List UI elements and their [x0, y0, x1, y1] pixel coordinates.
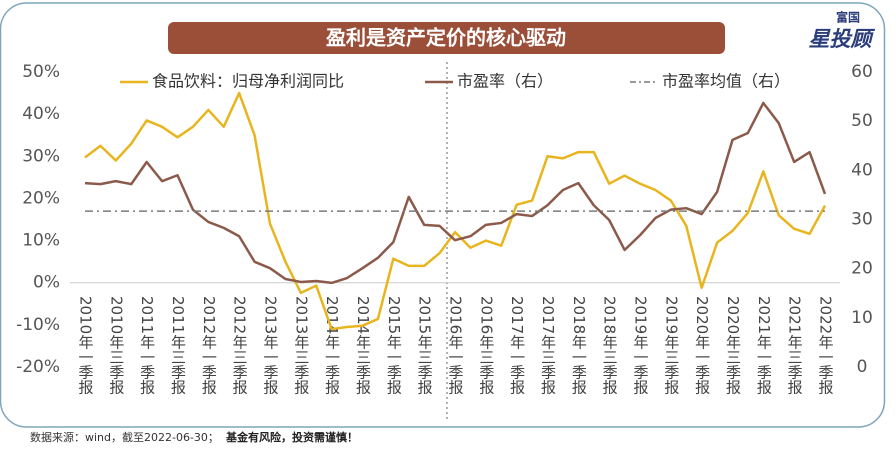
source: 数据来源：wind，截至2022-06-30； — [30, 430, 219, 444]
y2-tick-label: 60 — [851, 62, 873, 82]
y-tick-label: 10% — [22, 231, 60, 251]
y2-tick-label: 10 — [851, 308, 873, 328]
x-tick-label: 2017年一季报 — [508, 296, 526, 395]
x-tick-label: 2015年三季报 — [416, 296, 434, 395]
x-tick-label: 2017年三季报 — [539, 296, 557, 395]
y2-tick-label: 20 — [851, 259, 873, 279]
x-tick-label: 2015年一季报 — [385, 296, 403, 395]
x-tick-label: 2010年一季报 — [77, 296, 95, 395]
x-tick-label: 2020年一季报 — [693, 296, 711, 395]
legend-label: 市盈率均值（右） — [662, 72, 790, 91]
x-tick-label: 2021年一季报 — [755, 296, 773, 395]
y-tick-label: 50% — [22, 62, 60, 82]
y2-tick-label: 50 — [851, 111, 873, 131]
y-tick-label: 0% — [33, 273, 60, 293]
logo-top: 富国 — [836, 10, 860, 25]
frame — [0, 2, 886, 428]
x-tick-label: 2013年一季报 — [262, 296, 280, 395]
x-tick-label: 2014年三季报 — [354, 296, 372, 395]
disclaimer: 基金有风险，投资需谨慎！ — [225, 430, 358, 444]
x-tick-label: 2016年三季报 — [477, 296, 495, 395]
logo-main: 星投顾 — [809, 27, 876, 51]
x-tick-label: 2011年三季报 — [169, 296, 187, 395]
legend-label: 市盈率（右） — [457, 72, 553, 91]
y2-tick-label: 30 — [851, 210, 873, 230]
title-banner — [168, 22, 725, 54]
x-tick-label: 2013年三季报 — [292, 296, 310, 395]
legend-label: 食品饮料：归母净利润同比 — [152, 72, 344, 91]
x-tick-label: 2012年三季报 — [231, 296, 249, 395]
x-tick-label: 2020年三季报 — [724, 296, 742, 395]
series-line — [84, 91, 827, 331]
x-tick-label: 2010年三季报 — [107, 296, 125, 395]
x-tick-label: 2019年一季报 — [632, 296, 650, 395]
x-tick-label: 2019年三季报 — [662, 296, 680, 395]
x-tick-label: 2016年一季报 — [447, 296, 465, 395]
x-tick-label: 2022年一季报 — [817, 296, 835, 395]
chart-title: 盈利是资产定价的核心驱动 — [325, 26, 566, 50]
x-tick-label: 2011年一季报 — [138, 296, 156, 395]
y2-tick-label: 40 — [851, 160, 873, 180]
y-tick-label: 30% — [22, 146, 60, 166]
x-tick-label: 2021年三季报 — [786, 296, 804, 395]
y-tick-label: -10% — [16, 315, 60, 335]
x-tick-label: 2018年三季报 — [601, 296, 619, 395]
x-tick-label: 2012年一季报 — [200, 296, 218, 395]
y-tick-label: 20% — [22, 188, 60, 208]
y2-tick-label: 0 — [857, 357, 868, 377]
series-line — [84, 101, 827, 285]
y-tick-label: 40% — [22, 104, 60, 124]
x-tick-label: 2018年一季报 — [570, 296, 588, 395]
y-tick-label: -20% — [16, 357, 60, 377]
